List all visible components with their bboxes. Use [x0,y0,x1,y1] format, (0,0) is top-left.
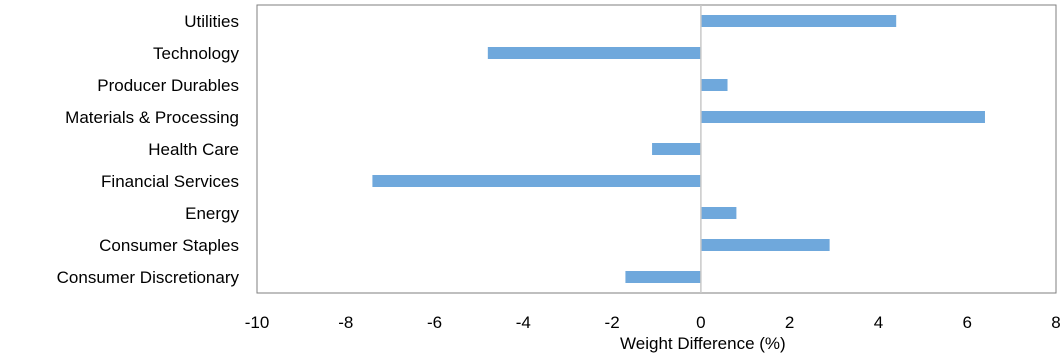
bar [372,175,701,187]
bar [700,239,830,251]
x-tick-label: -4 [516,313,531,332]
category-label: Consumer Staples [99,236,239,255]
bar [487,47,701,59]
bar [652,143,701,155]
bar [625,271,701,283]
x-tick-labels: -10 -8 -6 -4 -2 0 2 4 6 8 [245,313,1061,332]
x-tick-label: 6 [962,313,971,332]
category-labels: Utilities Technology Producer Durables Mate… [57,12,240,287]
bar [700,111,985,123]
x-tick-label: -8 [338,313,353,332]
bars-group [372,15,985,283]
x-axis-title: Weight Difference (%) [620,334,786,353]
x-tick-label: 2 [785,313,794,332]
x-tick-label: 0 [696,313,705,332]
category-label: Technology [153,44,240,63]
category-label: Utilities [184,12,239,31]
bar [700,79,728,91]
category-label: Health Care [148,140,239,159]
category-label: Consumer Discretionary [57,268,240,287]
category-label: Producer Durables [97,76,239,95]
x-tick-label: 8 [1051,313,1060,332]
category-label: Financial Services [101,172,239,191]
bar [700,15,897,27]
category-label: Energy [185,204,239,223]
category-label: Materials & Processing [65,108,239,127]
x-tick-label: -2 [605,313,620,332]
plot-area-frame [256,4,1057,294]
bar [700,207,737,219]
x-tick-label: -10 [245,313,270,332]
x-tick-label: -6 [427,313,442,332]
x-tick-label: 4 [874,313,883,332]
